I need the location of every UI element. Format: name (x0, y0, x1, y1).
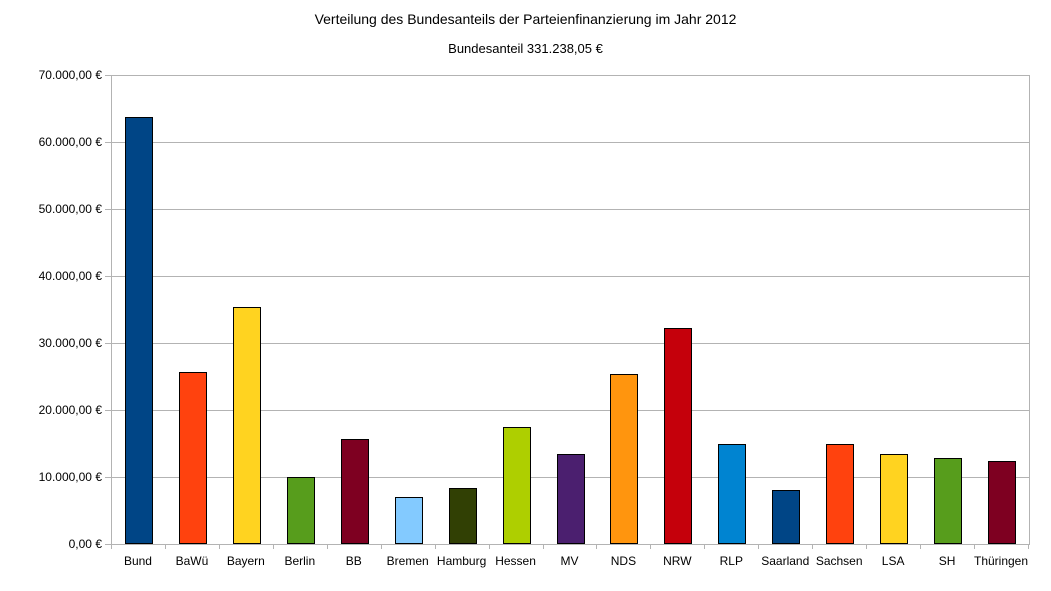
x-tick-10 (650, 545, 652, 549)
bar-Sachsen (826, 444, 855, 544)
x-tick-14 (866, 545, 868, 549)
bar-Berlin (286, 477, 315, 544)
gridline-40000 (112, 276, 1029, 277)
bar-Hamburg (448, 488, 477, 544)
gridline-20000 (112, 410, 1029, 411)
x-axis-label-NDS: NDS (610, 554, 637, 568)
x-axis-label-Hessen: Hessen (495, 554, 536, 568)
y-tick-50000 (105, 209, 111, 210)
gridline-50000 (112, 209, 1029, 210)
x-axis-label-BB: BB (345, 554, 362, 568)
x-axis-label-Hamburg: Hamburg (436, 554, 487, 568)
y-tick-40000 (105, 276, 111, 277)
bar-Bayern (232, 306, 261, 544)
x-tick-0 (111, 545, 112, 549)
x-tick-6 (434, 545, 436, 549)
y-axis-label-0: 0,00 € (68, 537, 102, 551)
x-axis-label-Bayern: Bayern (226, 554, 265, 568)
y-axis-label-60000: 60.000,00 € (38, 135, 102, 149)
plot-area (111, 75, 1030, 545)
x-tick-13 (812, 545, 814, 549)
bar-MV (556, 454, 585, 544)
x-tick-5 (380, 545, 382, 549)
x-axis-label-MV: MV (560, 554, 579, 568)
y-tick-10000 (105, 477, 111, 478)
x-axis-label-Sachsen: Sachsen (815, 554, 863, 568)
x-tick-1 (164, 545, 166, 549)
gridline-30000 (112, 343, 1029, 344)
x-axis-label-RLP: RLP (719, 554, 743, 568)
y-axis-label-70000: 70.000,00 € (38, 68, 102, 82)
x-axis-label-Saarland: Saarland (761, 554, 810, 568)
y-axis-label-50000: 50.000,00 € (38, 202, 102, 216)
x-tick-17 (1028, 545, 1029, 549)
gridline-70000 (112, 75, 1029, 76)
x-tick-4 (326, 545, 328, 549)
y-axis-label-10000: 10.000,00 € (38, 470, 102, 484)
x-tick-9 (596, 545, 598, 549)
y-tick-70000 (105, 75, 111, 76)
bar-NDS (610, 373, 639, 544)
y-tick-30000 (105, 343, 111, 344)
x-axis-label-Thüringen: Thüringen (973, 554, 1029, 568)
x-tick-15 (920, 545, 922, 549)
bar-BaWü (178, 372, 207, 544)
x-axis-label-SH: SH (938, 554, 956, 568)
y-tick-20000 (105, 410, 111, 411)
x-tick-8 (542, 545, 544, 549)
x-axis-label-BaWü: BaWü (175, 554, 209, 568)
y-axis-label-40000: 40.000,00 € (38, 269, 102, 283)
bar-BB (340, 439, 369, 544)
x-tick-16 (974, 545, 976, 549)
y-tick-0 (105, 544, 111, 545)
bar-LSA (880, 453, 909, 544)
bar-Saarland (772, 490, 801, 544)
y-tick-60000 (105, 142, 111, 143)
y-axis-label-20000: 20.000,00 € (38, 403, 102, 417)
x-tick-2 (218, 545, 220, 549)
x-axis-label-Bremen: Bremen (386, 554, 429, 568)
x-axis-label-Berlin: Berlin (284, 554, 316, 568)
gridline-60000 (112, 142, 1029, 143)
y-axis-label-30000: 30.000,00 € (38, 336, 102, 350)
bar-Thüringen (988, 460, 1017, 544)
x-axis-label-NRW: NRW (663, 554, 692, 568)
chart-subtitle: Bundesanteil 331.238,05 € (448, 41, 603, 56)
x-tick-3 (272, 545, 274, 549)
bar-Hessen (502, 427, 531, 544)
bar-SH (934, 457, 963, 544)
x-axis-label-Bund: Bund (123, 554, 152, 568)
x-tick-11 (704, 545, 706, 549)
bar-NRW (664, 327, 693, 544)
bar-Bund (124, 117, 153, 544)
bar-RLP (718, 443, 747, 544)
x-tick-7 (488, 545, 490, 549)
bar-Bremen (394, 497, 423, 544)
chart-title: Verteilung des Bundesanteils der Parteie… (314, 11, 737, 27)
x-axis-label-LSA: LSA (881, 554, 905, 568)
x-tick-12 (758, 545, 760, 549)
